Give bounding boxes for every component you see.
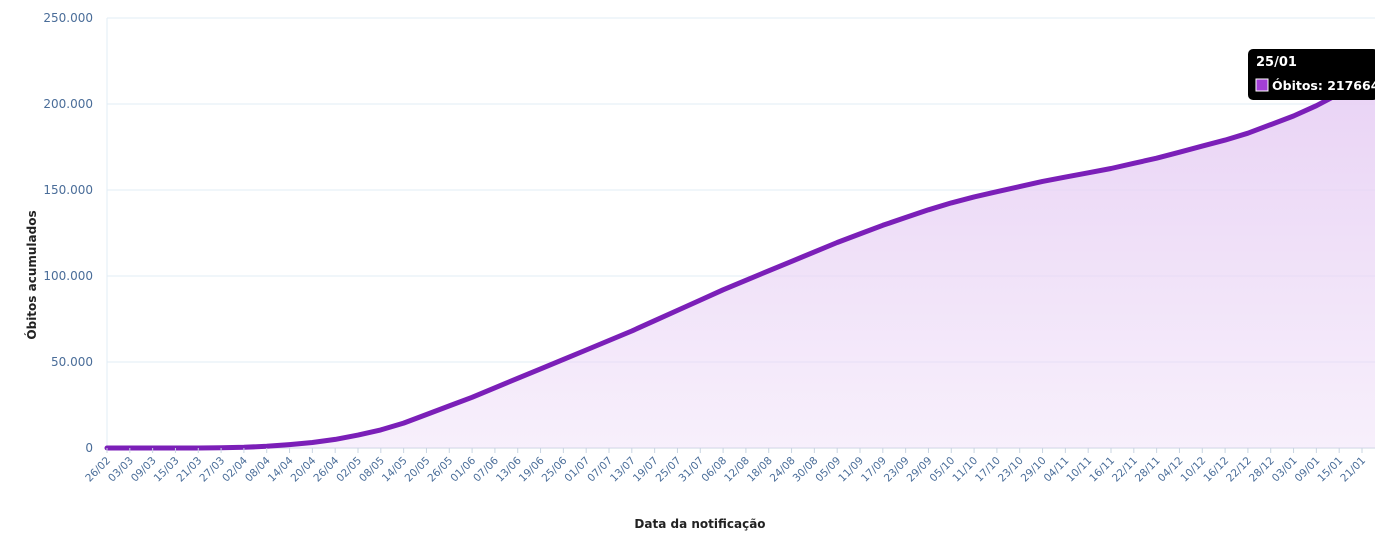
- x-tick-label: 29/10: [1019, 455, 1049, 485]
- x-tick-label: 08/05: [357, 455, 387, 485]
- x-tick-label: 15/01: [1315, 455, 1345, 485]
- x-tick-label: 04/12: [1156, 455, 1186, 485]
- y-tick-label: 100.000: [43, 269, 93, 283]
- x-tick-label: 13/07: [608, 455, 638, 485]
- x-tick-label: 12/08: [722, 455, 752, 485]
- y-tick-label: 250.000: [43, 11, 93, 25]
- x-tick-label: 31/07: [677, 455, 707, 485]
- x-tick-label: 09/03: [129, 455, 159, 485]
- x-tick-label: 02/05: [334, 455, 364, 485]
- hover-tooltip: 25/01 Óbitos: 217664: [1248, 49, 1375, 100]
- x-tick-label: 30/08: [791, 455, 821, 485]
- x-tick-label: 29/09: [905, 455, 935, 485]
- x-tick-label: 21/03: [175, 455, 205, 485]
- x-axis-ticks: 26/0203/0309/0315/0321/0327/0302/0408/04…: [83, 448, 1368, 485]
- y-tick-label: 150.000: [43, 183, 93, 197]
- x-tick-label: 22/11: [1110, 455, 1140, 485]
- x-tick-label: 20/05: [403, 455, 433, 485]
- tooltip-date: 25/01: [1256, 55, 1297, 70]
- x-tick-label: 18/08: [745, 455, 775, 485]
- x-tick-label: 01/07: [562, 455, 592, 485]
- x-tick-label: 21/01: [1338, 455, 1368, 485]
- x-tick-label: 11/10: [950, 455, 980, 485]
- x-tick-label: 25/07: [654, 455, 684, 485]
- area-fill: [107, 73, 1375, 448]
- x-tick-label: 27/03: [197, 455, 227, 485]
- x-tick-label: 16/12: [1201, 455, 1231, 485]
- x-tick-label: 10/11: [1064, 455, 1094, 485]
- tooltip-value: Óbitos: 217664: [1272, 78, 1375, 93]
- x-tick-label: 17/09: [859, 455, 889, 485]
- x-tick-label: 09/01: [1293, 455, 1323, 485]
- x-tick-label: 15/03: [152, 455, 182, 485]
- x-tick-label: 03/01: [1270, 455, 1300, 485]
- x-tick-label: 10/12: [1179, 455, 1209, 485]
- x-tick-label: 26/02: [83, 455, 113, 485]
- x-tick-label: 05/10: [928, 455, 958, 485]
- x-tick-label: 28/12: [1247, 455, 1277, 485]
- x-tick-label: 14/05: [380, 455, 410, 485]
- x-tick-label: 26/05: [426, 455, 456, 485]
- y-tick-label: 0: [85, 441, 93, 455]
- x-tick-label: 23/09: [882, 455, 912, 485]
- x-tick-label: 05/09: [813, 455, 843, 485]
- x-axis-title: Data da notificação: [634, 517, 765, 531]
- x-tick-label: 17/10: [973, 455, 1003, 485]
- x-tick-label: 22/12: [1224, 455, 1254, 485]
- x-tick-label: 24/08: [768, 455, 798, 485]
- tooltip-background: [1248, 49, 1375, 100]
- x-tick-label: 19/07: [631, 455, 661, 485]
- x-tick-label: 28/11: [1133, 455, 1163, 485]
- x-tick-label: 23/10: [996, 455, 1026, 485]
- tooltip-series-swatch: [1255, 78, 1269, 92]
- x-tick-label: 03/03: [106, 455, 136, 485]
- y-tick-label: 200.000: [43, 97, 93, 111]
- y-axis-ticks: 0 50.000 100.000 150.000 200.000 250.000: [43, 11, 93, 455]
- x-tick-label: 04/11: [1042, 455, 1072, 485]
- x-tick-label: 07/07: [585, 455, 615, 485]
- x-tick-label: 11/09: [836, 455, 866, 485]
- series-line-obitos: [104, 71, 1375, 451]
- x-tick-label: 16/11: [1087, 455, 1117, 485]
- y-axis-title: Óbitos acumulados: [24, 210, 39, 339]
- y-tick-label: 50.000: [51, 355, 93, 369]
- x-tick-label: 06/08: [699, 455, 729, 485]
